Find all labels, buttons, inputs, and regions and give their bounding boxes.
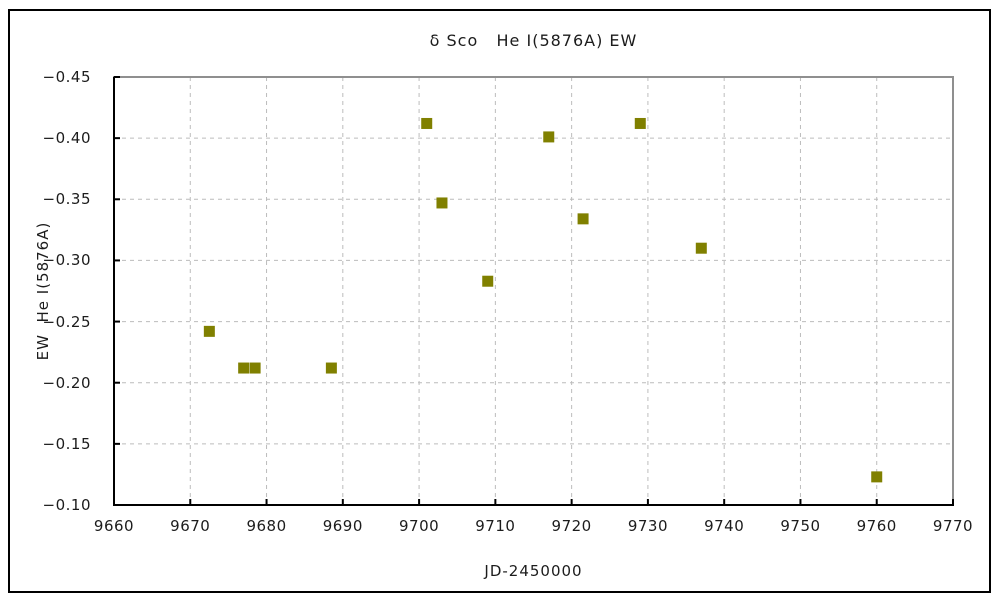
y-tick-label: −0.35 (42, 190, 91, 209)
data-point-marker (249, 362, 261, 374)
data-point-marker (421, 117, 433, 129)
outer-frame (8, 9, 991, 593)
data-point-marker (203, 325, 215, 337)
y-tick-label: −0.40 (42, 129, 91, 148)
y-tick-label: −0.20 (42, 373, 91, 392)
x-tick-label: 9750 (780, 517, 821, 535)
data-point-marker (543, 131, 555, 143)
x-tick-label: 9660 (93, 517, 135, 535)
y-tick-label: −0.25 (42, 312, 91, 331)
x-tick-label: 9710 (475, 517, 516, 535)
chart-title: δ Sco He I(5876A) EW (429, 31, 638, 50)
x-tick-label: 9770 (932, 517, 974, 535)
x-tick-label: 9670 (170, 517, 211, 535)
x-tick-label: 9690 (322, 517, 363, 535)
y-tick-labels: −0.45 −0.40 −0.35 −0.30 −0.25 −0.20 −0.15 −0.10 (0, 0, 101, 600)
y-tick-label: −0.10 (42, 496, 91, 514)
data-point-marker (325, 362, 337, 374)
y-tick-label: −0.15 (42, 434, 91, 453)
data-point-marker (634, 117, 646, 129)
data-point-marker (577, 213, 589, 225)
x-axis-label: JD-2450000 (484, 562, 583, 580)
data-point-marker (482, 275, 494, 287)
x-tick-label: 9730 (627, 517, 668, 535)
y-tick-label: −0.45 (42, 68, 91, 86)
data-point-marker (238, 362, 250, 374)
x-tick-label: 9760 (856, 517, 897, 535)
data-point-marker (436, 197, 448, 209)
y-tick-label: −0.30 (42, 251, 91, 270)
data-point-marker (871, 471, 883, 483)
x-tick-label: 9700 (398, 517, 440, 535)
x-tick-label: 9740 (704, 517, 745, 535)
x-tick-label: 9720 (551, 517, 592, 535)
x-tick-label: 9680 (246, 517, 287, 535)
x-tick-labels: 9660 9670 9680 9690 9700 9710 9720 9730 9740 9750… (0, 517, 1000, 537)
data-point-marker (695, 242, 707, 254)
